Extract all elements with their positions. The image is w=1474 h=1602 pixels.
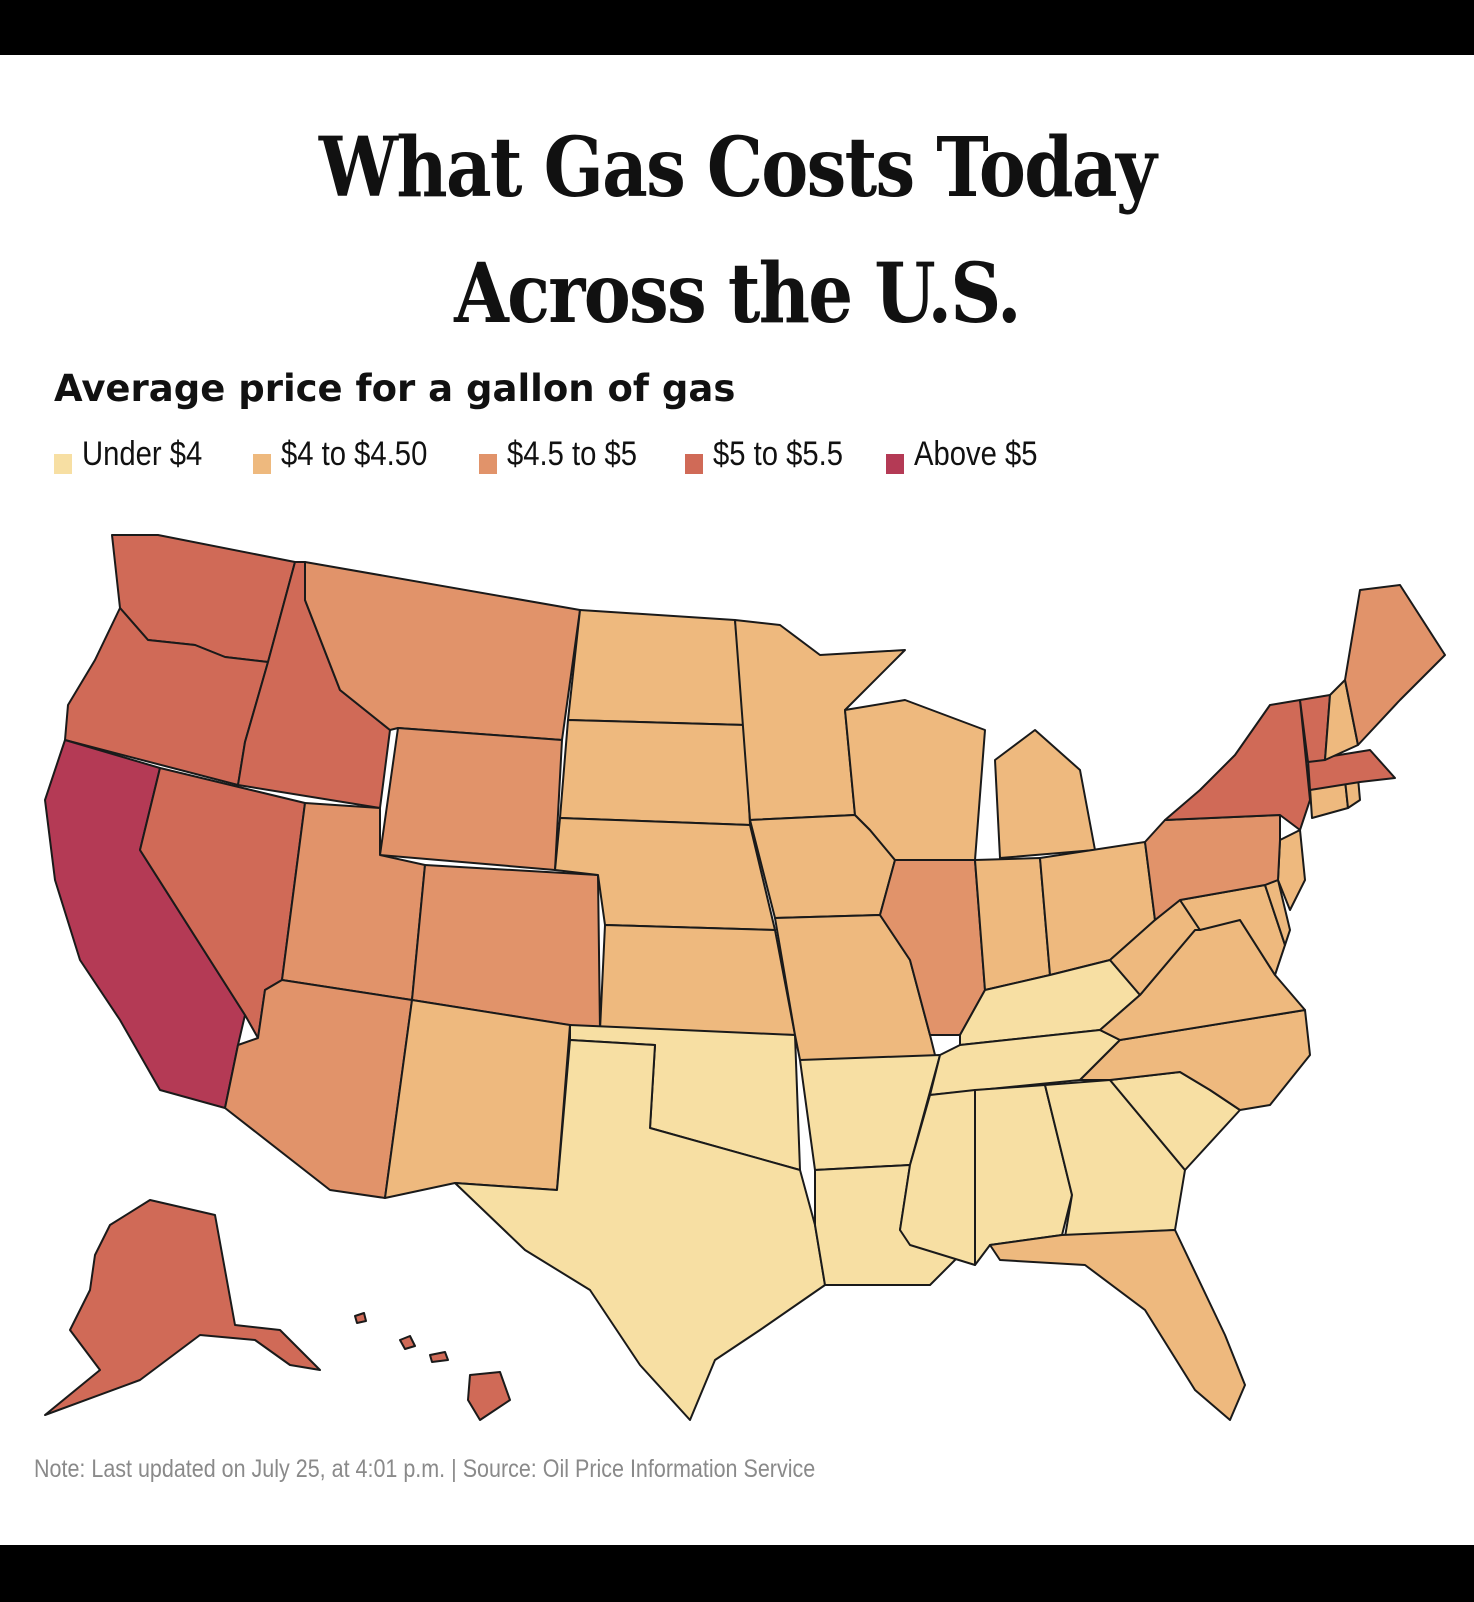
state-north-dakota (567, 609, 746, 726)
state-new-mexico (384, 999, 571, 1199)
state-texas (454, 1039, 826, 1421)
state-kansas (599, 924, 796, 1036)
state-alaska (44, 1199, 321, 1416)
legend-swatch (253, 454, 271, 474)
state-wyoming (379, 727, 563, 871)
state-new-york (1164, 699, 1311, 831)
legend-label: $4.5 to $5 (507, 435, 638, 473)
state-indiana (974, 857, 1051, 991)
title-line-1: What Gas Costs Today (318, 120, 1157, 216)
state-massachusetts (1307, 749, 1396, 791)
state-michigan (994, 729, 1096, 859)
legend-swatch (886, 454, 904, 474)
graphic-card: What Gas Costs Today Across the U.S. Ave… (0, 55, 1474, 1545)
legend-swatch (685, 454, 703, 474)
map-subtitle: Average price for a gallon of gas (54, 367, 736, 410)
page-title: What Gas Costs Today Across the U.S. (103, 105, 1371, 357)
title-line-2: Across the U.S. (454, 246, 1022, 342)
state-south-dakota (559, 719, 751, 826)
state-florida (989, 1229, 1246, 1421)
source-note: Note: Last updated on July 25, at 4:01 p… (34, 1455, 816, 1483)
us-gas-price-map (44, 534, 1446, 1421)
legend-label: Under $4 (82, 435, 203, 473)
legend-swatch (479, 454, 497, 474)
legend-label: $4 to $4.50 (281, 435, 428, 473)
legend-label: Above $5 (914, 435, 1038, 473)
state-hawaii (354, 1312, 511, 1421)
legend-label: $5 to $5.5 (713, 435, 844, 473)
state-maine (1344, 584, 1446, 746)
legend-swatch (54, 454, 72, 474)
